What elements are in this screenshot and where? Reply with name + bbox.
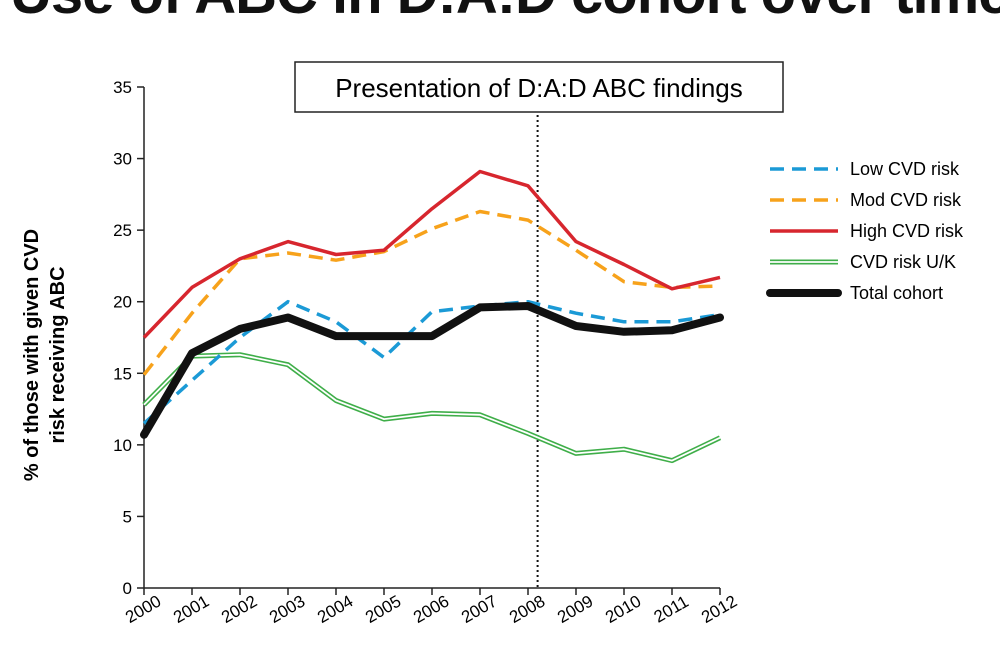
y-axis-title-line: % of those with given CVD — [21, 229, 43, 481]
x-tick-label: 2012 — [698, 592, 740, 627]
chart-legend: Low CVD risk Mod CVD risk High CVD risk CVD… — [766, 159, 964, 303]
x-tick-label: 2006 — [410, 592, 452, 627]
legend-label: Low CVD risk — [850, 159, 960, 179]
y-tick-label: 20 — [113, 293, 132, 312]
series-line-high-cvd-risk — [142, 169, 721, 339]
y-axis-title-line: risk receiving ABC — [47, 266, 69, 443]
annotation-group: Presentation of D:A:D ABC findings — [294, 61, 784, 588]
series-group — [140, 169, 724, 464]
x-tick-label: 2005 — [362, 592, 404, 627]
annotation-label: Presentation of D:A:D ABC findings — [335, 73, 743, 103]
series-line-mod-cvd-risk — [142, 209, 721, 376]
series-line-total-cohort — [140, 302, 724, 439]
x-tick-label: 2004 — [314, 592, 356, 627]
y-tick-label: 25 — [113, 221, 132, 240]
y-tick-label: 15 — [113, 364, 132, 383]
y-tick-label: 30 — [113, 150, 132, 169]
y-axis-title: % of those with given CVD risk receiving … — [21, 229, 69, 481]
x-tick-label: 2007 — [458, 592, 500, 627]
legend-label: Total cohort — [850, 283, 943, 303]
x-tick-label: 2002 — [218, 592, 260, 627]
x-tick-label: 2003 — [266, 592, 308, 627]
x-tick-label: 2008 — [506, 592, 548, 627]
legend-label: CVD risk U/K — [850, 252, 956, 272]
x-tick-label: 2010 — [602, 592, 644, 627]
y-tick-label: 35 — [113, 78, 132, 97]
x-tick-label: 2009 — [554, 592, 596, 627]
y-tick-label: 5 — [123, 507, 132, 526]
series-line-cvd-risk-u-k-inner — [143, 353, 721, 462]
series-line-low-cvd-risk — [142, 299, 721, 425]
x-tick-label: 2011 — [651, 592, 692, 627]
x-tick-label: 2001 — [170, 592, 212, 627]
y-tick-label: 10 — [113, 436, 132, 455]
legend-label: Mod CVD risk — [850, 190, 962, 210]
legend-label: High CVD risk — [850, 221, 964, 241]
series-line-cvd-risk-u-k — [142, 352, 722, 464]
y-tick-label: 0 — [123, 579, 132, 598]
annotation-box — [294, 61, 784, 113]
page-title: Use of ABC in D:A:D cohort over time — [10, 0, 1000, 27]
